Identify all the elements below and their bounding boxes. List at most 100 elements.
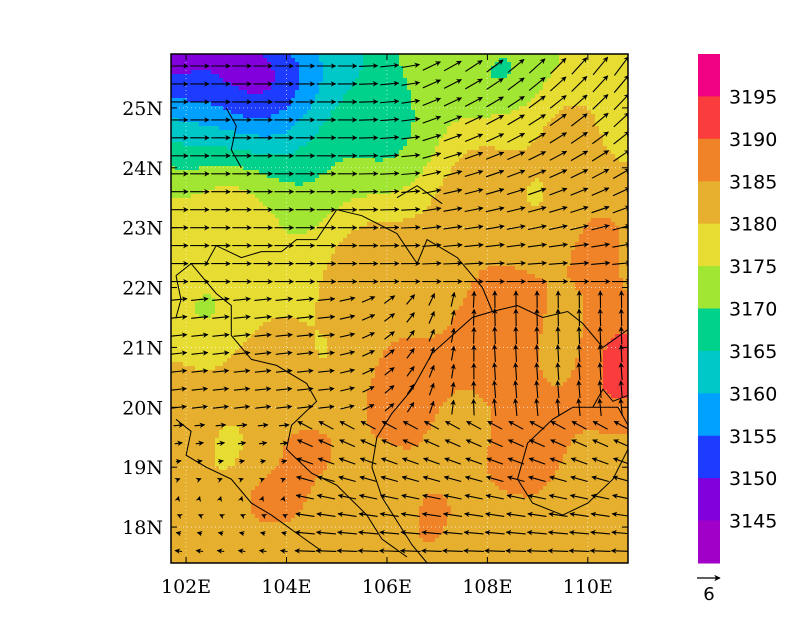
wind-vector: [406, 294, 416, 305]
wind-vector: [505, 529, 526, 536]
y-tick-label: 20N: [122, 397, 163, 419]
wind-vector: [191, 404, 208, 410]
wind-vector: [569, 493, 589, 500]
wind-vector: [570, 113, 588, 127]
wind-vector: [618, 380, 624, 399]
wind-vector: [296, 350, 314, 356]
wind-vector: [443, 188, 463, 195]
wind-vector: [212, 332, 230, 338]
wind-vector: [400, 511, 420, 518]
wind-vector: [195, 477, 202, 484]
wind-vector: [512, 398, 519, 416]
wind-vector: [422, 151, 442, 159]
wind-vector: [548, 511, 568, 518]
wind-vector: [597, 398, 603, 416]
wind-vector: [428, 364, 435, 378]
wind-vector: [491, 344, 498, 363]
wind-vector: [254, 350, 272, 356]
wind-vector: [507, 132, 525, 143]
wind-vector: [195, 548, 204, 554]
wind-vector: [571, 76, 588, 92]
wind-vector: [492, 326, 498, 345]
wind-vector: [254, 296, 272, 302]
wind-vector: [576, 398, 582, 416]
colorbar-swatch: [698, 393, 720, 437]
wind-vector: [315, 548, 337, 554]
wind-vector: [507, 77, 525, 91]
wind-vector: [379, 224, 400, 231]
wind-vector: [260, 458, 267, 465]
colorbar-label: 3175: [729, 256, 777, 278]
wind-vector: [428, 328, 435, 342]
wind-vector: [576, 380, 582, 399]
x-tick-label: 110E: [563, 576, 613, 598]
wind-vector: [384, 385, 395, 394]
y-tick-label: 19N: [122, 457, 163, 479]
wind-vector: [422, 170, 442, 177]
wind-vector: [576, 362, 582, 381]
y-tick-label: 23N: [122, 218, 163, 240]
wind-vector: [549, 475, 567, 483]
wind-vector: [534, 362, 540, 381]
wind-vector: [528, 187, 547, 196]
wind-vector: [464, 224, 484, 230]
wind-vector: [570, 131, 588, 144]
wind-vector: [549, 224, 568, 231]
wind-vector: [506, 242, 526, 248]
colorbar-label: 3145: [729, 511, 777, 533]
wind-vector: [216, 440, 226, 447]
wind-vector: [445, 420, 461, 430]
wind-vector: [485, 475, 504, 483]
coastline-segment: [592, 406, 628, 426]
wind-vector: [358, 63, 379, 69]
wind-vector: [401, 188, 421, 195]
wind-vector: [591, 260, 611, 266]
colorbar-swatch: [698, 54, 720, 97]
wind-vector: [406, 366, 415, 377]
wind-vector: [337, 529, 357, 536]
wind-vector: [295, 493, 315, 500]
wind-vector: [613, 131, 628, 145]
wind-vector: [597, 326, 603, 345]
wind-vector: [428, 382, 435, 396]
wind-vector: [296, 296, 315, 302]
wind-vector: [576, 326, 582, 345]
wind-vector: [507, 169, 526, 178]
colorbar-swatch: [698, 223, 720, 267]
wind-vector: [384, 367, 395, 376]
wind-vector: [237, 477, 244, 483]
wind-vector: [442, 529, 463, 536]
wind-vector: [380, 475, 399, 483]
wind-vector: [340, 386, 355, 392]
wind-vector: [550, 57, 567, 75]
wind-vector: [406, 401, 415, 413]
wind-vector: [339, 296, 356, 302]
wind-vector: [590, 529, 611, 536]
wind-vector: [216, 477, 223, 483]
wind-vector: [294, 548, 316, 554]
wind-vector: [296, 332, 314, 338]
wind-vector: [421, 511, 441, 518]
wind-vector: [513, 344, 519, 363]
wind-vector: [240, 514, 247, 520]
wind-vector: [399, 548, 421, 554]
wind-vector: [421, 529, 442, 536]
wind-vector: [236, 422, 248, 429]
wind-vector: [612, 457, 628, 465]
wind-vector: [406, 330, 415, 341]
wind-vector: [555, 344, 561, 363]
wind-vector: [191, 314, 209, 320]
wind-vector: [450, 399, 456, 415]
wind-vector: [175, 530, 182, 537]
wind-vector: [297, 404, 314, 410]
wind-vector: [464, 511, 484, 518]
wind-vector: [317, 475, 335, 483]
colorbar-legend: 3145 3150 3155 3160 3165 3170 3175 3180 3185 3190…: [698, 54, 777, 564]
wind-vector: [380, 188, 400, 195]
wind-vector: [422, 97, 442, 107]
colorbar-label: 3170: [729, 299, 777, 321]
wind-vector: [491, 362, 498, 381]
reference-vector-key: 6: [697, 574, 721, 605]
wind-vector: [443, 60, 462, 72]
wind-vector: [237, 440, 247, 447]
